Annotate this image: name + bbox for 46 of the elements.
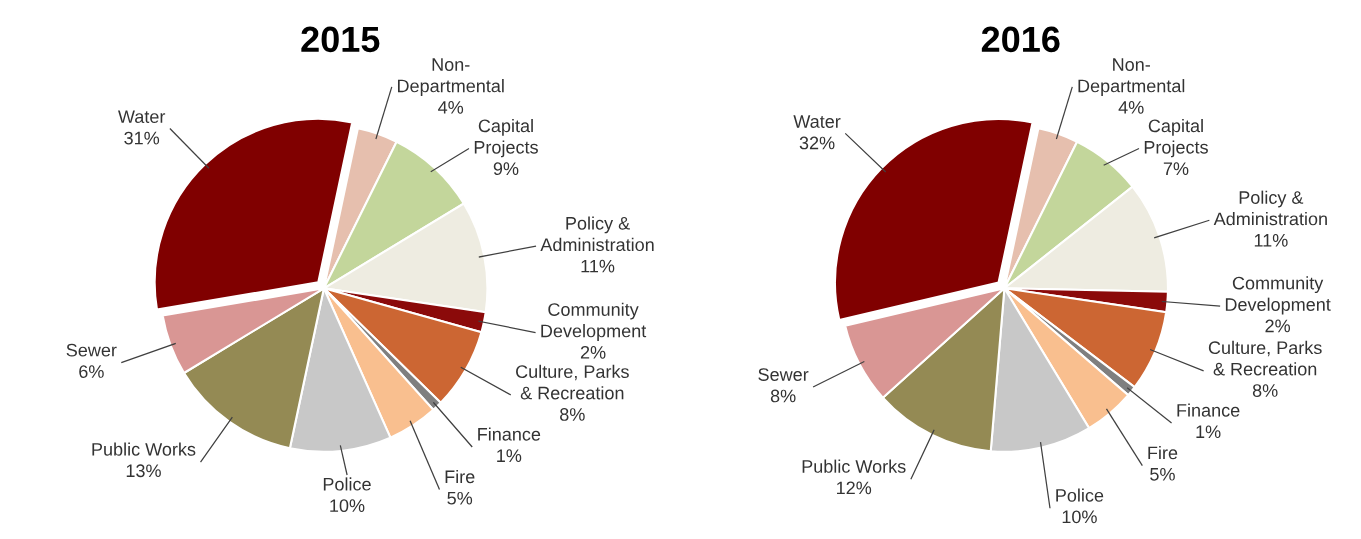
slice-label: Non- Departmental (397, 58, 504, 96)
slice-label: Culture, Parks & Recreation (1208, 340, 1322, 376)
data-label: 7% (1163, 162, 1189, 175)
slice-label: Finance (1177, 403, 1240, 417)
slice-label: Culture, Parks & Recreation (516, 364, 629, 400)
slice-label: Public Works (92, 442, 196, 456)
slice-label: Community Development (541, 302, 647, 341)
slice-label: Sewer (758, 368, 809, 381)
slice-label: Capital Projects (1144, 118, 1208, 158)
slice-label: Finance (478, 427, 541, 441)
slice-label: Capital Projects (474, 118, 538, 158)
slice-label: Water (793, 115, 841, 128)
data-label: 4% (1118, 101, 1144, 114)
slice-label: Non- Departmental (1078, 58, 1185, 96)
data-label: 32% (799, 136, 835, 150)
slice-label: Policy & Administration (540, 216, 654, 252)
data-label: 4% (438, 101, 464, 114)
data-label: 8% (770, 389, 796, 403)
chart-title: 2016 (981, 26, 1060, 53)
chart-title: 2015 (301, 26, 380, 53)
data-label: 12% (837, 481, 872, 495)
data-label: 8% (1252, 384, 1278, 397)
data-label: 6% (79, 365, 104, 378)
data-label: 31% (124, 131, 160, 145)
data-label: 9% (493, 162, 519, 176)
data-label: 2% (580, 345, 606, 359)
slice-label: Sewer (66, 343, 117, 357)
data-label: 11% (1254, 234, 1288, 247)
data-label: 2% (1265, 319, 1291, 333)
slice-label: Public Works (802, 459, 906, 473)
slice-label: Police (1056, 488, 1104, 502)
slice-label: Fire (1148, 446, 1178, 460)
slice-label: Police (323, 477, 371, 491)
data-label: 10% (330, 499, 365, 513)
data-label: 11% (581, 259, 615, 273)
data-label: 10% (1062, 510, 1097, 524)
slice-label: Community Development (1225, 276, 1331, 315)
data-label: 1% (1196, 425, 1221, 439)
slice-label: Fire (445, 469, 475, 484)
slice-label: Policy & Administration (1213, 190, 1327, 226)
data-label: 5% (447, 491, 473, 505)
data-label: 1% (497, 449, 522, 462)
data-label: 5% (1150, 467, 1175, 481)
data-label: 13% (126, 464, 161, 478)
data-label: 8% (560, 408, 585, 421)
slice-label: Water (118, 110, 166, 124)
